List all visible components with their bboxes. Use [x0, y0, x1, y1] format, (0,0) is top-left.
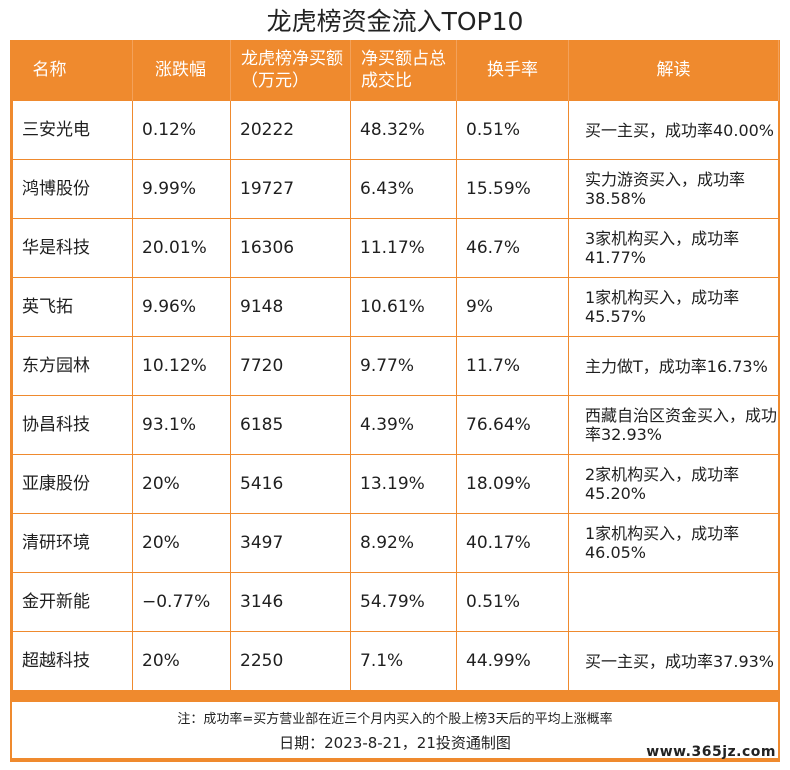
net-ratio-cell: 6.43%: [350, 159, 457, 219]
net-ratio-cell: 48.32%: [350, 100, 457, 160]
watermark: www.365jz.com: [646, 744, 776, 760]
footer: 注：成功率=买方营业部在近三个月内买入的个股上榜3天后的平均上涨概率 日期：20…: [12, 702, 778, 758]
net-buy-cell: 16306: [230, 218, 351, 278]
stock-name-cell: 亚康股份: [12, 454, 133, 514]
interpretation-cell: 1家机构买入，成功率46.05%: [568, 513, 779, 573]
table-row: 金开新能 −0.77% 3146 54.79% 0.51%: [12, 572, 779, 632]
net-ratio-cell: 13.19%: [350, 454, 457, 514]
turnover-cell: 0.51%: [456, 572, 569, 632]
interpretation-cell: 2家机构买入，成功率45.20%: [568, 454, 779, 514]
table-row: 清研环境 20% 3497 8.92% 40.17% 1家机构买入，成功率46.05%: [12, 513, 779, 573]
table-row: 东方园林 10.12% 7720 9.77% 11.7% 主力做T，成功率16.73%: [12, 336, 779, 396]
turnover-cell: 9%: [456, 277, 569, 337]
header-row: 名称 涨跌幅 龙虎榜净买额（万元） 净买额占总成交比 换手率 解读: [12, 40, 779, 101]
change-cell: 93.1%: [132, 395, 231, 455]
header-net-ratio: 净买额占总成交比: [350, 40, 457, 101]
table-row: 华是科技 20.01% 16306 11.17% 46.7% 3家机构买入，成功率41.7…: [12, 218, 779, 278]
net-buy-cell: 6185: [230, 395, 351, 455]
interpretation-cell: 实力游资买入，成功率38.58%: [568, 159, 779, 219]
header-turnover: 换手率: [456, 40, 569, 101]
turnover-cell: 44.99%: [456, 631, 569, 691]
net-ratio-cell: 4.39%: [350, 395, 457, 455]
table-row: 鸿博股份 9.99% 19727 6.43% 15.59% 实力游资买入，成功率38.58…: [12, 159, 779, 219]
change-cell: −0.77%: [132, 572, 231, 632]
net-buy-cell: 3146: [230, 572, 351, 632]
header-name: 名称: [12, 40, 133, 101]
net-buy-cell: 5416: [230, 454, 351, 514]
table-row: 三安光电 0.12% 20222 48.32% 0.51% 买一主买，成功率40.00%: [12, 100, 779, 160]
net-ratio-cell: 7.1%: [350, 631, 457, 691]
net-buy-cell: 7720: [230, 336, 351, 396]
change-cell: 9.99%: [132, 159, 231, 219]
stock-name-cell: 东方园林: [12, 336, 133, 396]
change-cell: 9.96%: [132, 277, 231, 337]
net-ratio-cell: 10.61%: [350, 277, 457, 337]
ranking-table: 名称 涨跌幅 龙虎榜净买额（万元） 净买额占总成交比 换手率 解读 三安光电 0.…: [12, 40, 779, 691]
change-cell: 20%: [132, 513, 231, 573]
stock-name-cell: 金开新能: [12, 572, 133, 632]
change-cell: 0.12%: [132, 100, 231, 160]
turnover-cell: 76.64%: [456, 395, 569, 455]
change-cell: 20%: [132, 631, 231, 691]
stock-name-cell: 协昌科技: [12, 395, 133, 455]
turnover-cell: 18.09%: [456, 454, 569, 514]
footnote: 注：成功率=买方营业部在近三个月内买入的个股上榜3天后的平均上涨概率: [177, 712, 613, 727]
change-cell: 20.01%: [132, 218, 231, 278]
net-buy-cell: 20222: [230, 100, 351, 160]
net-buy-cell: 2250: [230, 631, 351, 691]
page-title: 龙虎榜资金流入TOP10: [266, 7, 524, 36]
turnover-cell: 40.17%: [456, 513, 569, 573]
interpretation-cell: 西藏自治区资金买入，成功率32.93%: [568, 395, 779, 455]
table-row: 亚康股份 20% 5416 13.19% 18.09% 2家机构买入，成功率45.20%: [12, 454, 779, 514]
interpretation-cell: 主力做T，成功率16.73%: [568, 336, 779, 396]
interpretation-cell: 买一主买，成功率40.00%: [568, 100, 779, 160]
header-net-buy: 龙虎榜净买额（万元）: [230, 40, 351, 101]
change-cell: 10.12%: [132, 336, 231, 396]
net-ratio-cell: 9.77%: [350, 336, 457, 396]
net-buy-cell: 19727: [230, 159, 351, 219]
stock-name-cell: 清研环境: [12, 513, 133, 573]
net-buy-cell: 9148: [230, 277, 351, 337]
turnover-cell: 46.7%: [456, 218, 569, 278]
interpretation-cell: 3家机构买入，成功率41.77%: [568, 218, 779, 278]
table-row: 超越科技 20% 2250 7.1% 44.99% 买一主买，成功率37.93%: [12, 631, 779, 691]
date-credit: 日期：2023-8-21，21投资通制图: [279, 734, 511, 752]
table-row: 协昌科技 93.1% 6185 4.39% 76.64% 西藏自治区资金买入，成功率32.…: [12, 395, 779, 455]
net-buy-cell: 3497: [230, 513, 351, 573]
turnover-cell: 0.51%: [456, 100, 569, 160]
stock-name-cell: 鸿博股份: [12, 159, 133, 219]
stock-name-cell: 英飞拓: [12, 277, 133, 337]
header-interpretation: 解读: [568, 40, 779, 101]
net-ratio-cell: 11.17%: [350, 218, 457, 278]
net-ratio-cell: 8.92%: [350, 513, 457, 573]
table-row: 英飞拓 9.96% 9148 10.61% 9% 1家机构买入，成功率45.57%: [12, 277, 779, 337]
turnover-cell: 15.59%: [456, 159, 569, 219]
interpretation-cell: 买一主买，成功率37.93%: [568, 631, 779, 691]
header-change: 涨跌幅: [132, 40, 231, 101]
turnover-cell: 11.7%: [456, 336, 569, 396]
interpretation-cell: 1家机构买入，成功率45.57%: [568, 277, 779, 337]
net-ratio-cell: 54.79%: [350, 572, 457, 632]
stock-name-cell: 三安光电: [12, 100, 133, 160]
change-cell: 20%: [132, 454, 231, 514]
interpretation-cell: [568, 572, 779, 632]
stock-name-cell: 超越科技: [12, 631, 133, 691]
stock-name-cell: 华是科技: [12, 218, 133, 278]
